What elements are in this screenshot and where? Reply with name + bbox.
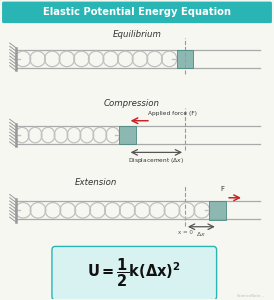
Text: ScienceNote...: ScienceNote...	[237, 294, 265, 298]
Text: Elastic Potential Energy Equation: Elastic Potential Energy Equation	[43, 7, 231, 17]
Text: Extension: Extension	[75, 178, 117, 187]
Text: F: F	[221, 186, 225, 192]
Bar	[119, 126, 136, 144]
FancyBboxPatch shape	[52, 247, 217, 300]
Bar	[176, 50, 193, 68]
Text: x = 0: x = 0	[178, 230, 192, 235]
Text: Displacement ($\Delta x$): Displacement ($\Delta x$)	[129, 156, 184, 165]
Text: Equilibrium: Equilibrium	[113, 30, 161, 39]
Text: Compression: Compression	[104, 99, 159, 108]
Text: $\Delta x$: $\Delta x$	[196, 230, 206, 238]
Text: Applied force (F): Applied force (F)	[148, 111, 197, 116]
Bar	[209, 201, 226, 220]
FancyBboxPatch shape	[2, 2, 272, 23]
Text: $\mathbf{U = \dfrac{1}{2}k(\Delta x)^{2}}$: $\mathbf{U = \dfrac{1}{2}k(\Delta x)^{2}…	[87, 257, 181, 289]
